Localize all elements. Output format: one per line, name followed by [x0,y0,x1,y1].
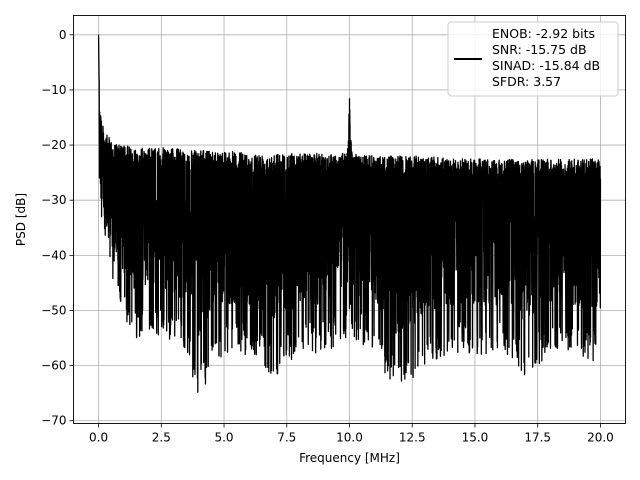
x-axis-ticks: 0.0 2.5 5.0 7.5 10.0 12.5 15.0 17.5 20.0 [89,423,614,445]
legend-entry-snr: SNR: -15.75 dB [492,42,587,57]
y-axis-label: PSD [dB] [14,193,28,246]
x-axis-label: Frequency [MHz] [299,451,400,465]
legend-entry-sinad: SINAD: -15.84 dB [492,58,600,73]
legend: ENOB: -2.92 bits SNR: -15.75 dB SINAD: -… [447,21,619,97]
x-tick-label: 17.5 [524,431,551,445]
psd-series-line [97,34,602,393]
x-tick-label: 10.0 [336,431,363,445]
legend-entry-enob: ENOB: -2.92 bits [492,26,595,41]
legend-box [447,21,619,97]
y-tick-label: −60 [41,359,66,373]
y-tick-label: −30 [41,193,66,207]
y-tick-label: 0 [59,28,67,42]
x-tick-label: 5.0 [214,431,233,445]
x-tick-label: 7.5 [277,431,296,445]
x-tick-label: 0.0 [89,431,108,445]
legend-entry-sfdr: SFDR: 3.57 [492,74,561,89]
y-tick-label: −50 [41,303,66,317]
x-tick-label: 2.5 [152,431,171,445]
x-tick-label: 12.5 [399,431,426,445]
x-tick-label: 20.0 [587,431,614,445]
y-tick-label: −20 [41,138,66,152]
y-tick-label: −70 [41,414,66,428]
y-axis-ticks: 0 −10 −20 −30 −40 −50 −60 −70 [41,28,74,428]
x-tick-label: 15.0 [462,431,489,445]
y-tick-label: −10 [41,83,66,97]
plot-area [97,34,602,393]
y-tick-label: −40 [41,248,66,262]
